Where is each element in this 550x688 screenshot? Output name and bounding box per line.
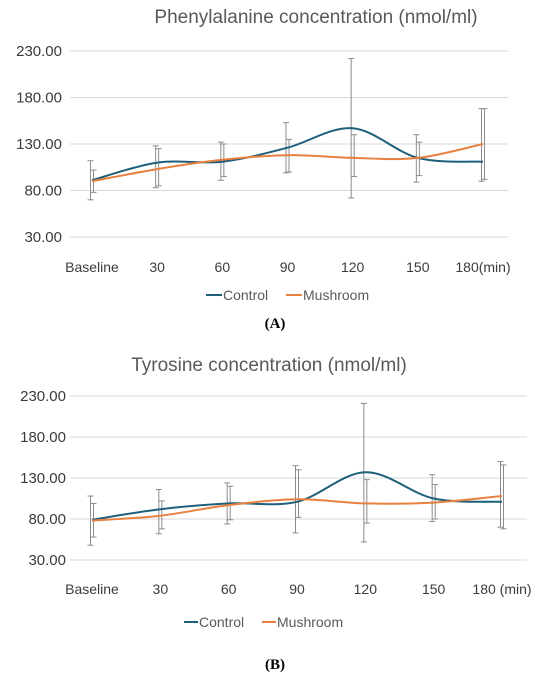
x-tick-label: 120 [354,581,378,597]
x-tick-label: 150 [422,581,446,597]
panel-label-a: (A) [265,316,286,332]
y-tick-label: 180.00 [16,90,62,107]
series-line-mushroom [91,495,503,522]
legend-label-mushroom: Mushroom [303,287,369,303]
x-tick-label: 90 [280,259,296,275]
error-bar [497,461,504,528]
error-bar [481,108,488,180]
error-bar [363,479,370,524]
error-bar [87,160,94,201]
series-line-mushroom [91,143,484,183]
x-tick-label: Baseline [65,259,119,275]
error-bar [295,469,302,518]
x-tick-label: 60 [215,259,231,275]
x-tick-label: 180 (min) [472,581,531,597]
x-tick-label: 60 [221,581,237,597]
chart-title: Phenylalanine concentration (nmol/ml) [154,7,477,28]
x-tick-label: 150 [406,259,430,275]
legend-label-mushroom: Mushroom [277,614,343,630]
chart-panel-phenylalanine: Phenylalanine concentration (nmol/ml) 23… [16,7,511,303]
error-bar [351,134,358,178]
y-tick-label: 130.00 [16,136,62,153]
y-tick-label: 230.00 [20,388,66,405]
x-tick-label: 30 [149,259,165,275]
series-line-control [91,471,503,521]
legend-label-control: Control [223,287,268,303]
chart-legend: Control Mushroom [184,614,343,630]
x-tick-label: 120 [341,259,365,275]
legend-label-control: Control [199,614,244,630]
y-tick-label: 30.00 [24,229,62,246]
y-tick-label: 180.00 [20,429,66,446]
x-tick-label: 90 [289,581,305,597]
y-tick-label: 80.00 [28,511,66,528]
y-tick-label: 230.00 [16,43,62,60]
error-bar [152,145,159,189]
x-tick-label: 180(min) [455,259,510,275]
y-tick-label: 80.00 [24,183,62,200]
y-tick-label: 130.00 [20,470,66,487]
error-bar [155,488,162,535]
x-tick-label: 30 [153,581,169,597]
error-bar [155,148,162,187]
chart-title: Tyrosine concentration (nmol/ml) [131,355,407,376]
x-tick-label: Baseline [65,581,119,597]
y-tick-label: 30.00 [28,552,66,569]
chart-legend: Control Mushroom [206,287,369,303]
error-bar [500,464,507,530]
panel-label-b: (B) [265,657,285,673]
chart-panel-tyrosine: Tyrosine concentration (nmol/ml) 230.00 1… [20,355,531,630]
